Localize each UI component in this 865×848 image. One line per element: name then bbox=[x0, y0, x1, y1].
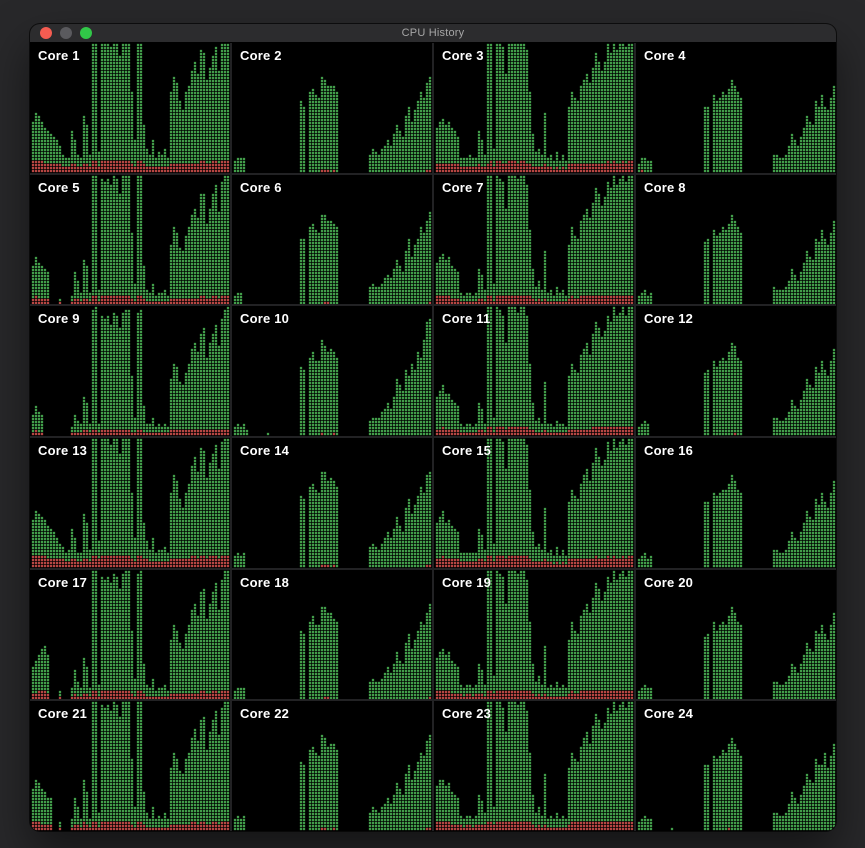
core-usage-chart bbox=[636, 174, 836, 305]
core-usage-chart bbox=[232, 701, 432, 831]
core-panel: Core 5 bbox=[30, 174, 230, 305]
core-usage-chart bbox=[636, 306, 836, 436]
core-usage-chart bbox=[434, 438, 634, 568]
window-title: CPU History bbox=[401, 27, 465, 39]
core-label: Core 21 bbox=[38, 706, 88, 722]
core-label: Core 5 bbox=[38, 179, 80, 195]
core-panel: Core 7 bbox=[434, 174, 634, 305]
core-label: Core 23 bbox=[442, 706, 492, 722]
core-label: Core 22 bbox=[240, 706, 290, 722]
core-panel: Core 13 bbox=[30, 438, 230, 568]
core-usage-chart bbox=[434, 174, 634, 305]
core-panel: Core 14 bbox=[232, 438, 432, 568]
core-panel: Core 18 bbox=[232, 569, 432, 700]
core-label: Core 4 bbox=[644, 48, 686, 63]
core-label: Core 20 bbox=[644, 574, 694, 590]
traffic-lights bbox=[40, 24, 92, 42]
core-panel: Core 4 bbox=[636, 43, 836, 173]
core-usage-chart bbox=[30, 174, 230, 305]
core-panel: Core 9 bbox=[30, 306, 230, 436]
core-label: Core 17 bbox=[38, 574, 88, 590]
core-usage-chart bbox=[30, 306, 230, 436]
core-usage-chart bbox=[636, 701, 836, 831]
core-usage-chart bbox=[636, 43, 836, 173]
core-usage-chart bbox=[434, 569, 634, 700]
core-panel: Core 11 bbox=[434, 306, 634, 436]
core-label: Core 10 bbox=[240, 311, 290, 327]
core-panel: Core 24 bbox=[636, 701, 836, 831]
core-usage-chart bbox=[232, 174, 432, 305]
core-panel: Core 23 bbox=[434, 701, 634, 831]
core-usage-chart bbox=[232, 569, 432, 700]
core-usage-chart bbox=[30, 438, 230, 568]
core-panel: Core 15 bbox=[434, 438, 634, 568]
core-usage-chart bbox=[232, 306, 432, 436]
core-usage-chart bbox=[434, 43, 634, 173]
core-panel: Core 12 bbox=[636, 306, 836, 436]
core-usage-chart bbox=[232, 43, 432, 173]
core-panel: Core 16 bbox=[636, 438, 836, 568]
core-label: Core 19 bbox=[442, 574, 492, 590]
core-label: Core 15 bbox=[442, 443, 492, 458]
zoom-button[interactable] bbox=[80, 27, 92, 39]
core-label: Core 8 bbox=[644, 179, 686, 195]
core-label: Core 11 bbox=[442, 311, 491, 327]
core-usage-chart bbox=[434, 306, 634, 436]
core-panel: Core 17 bbox=[30, 569, 230, 700]
core-label: Core 3 bbox=[442, 48, 484, 63]
close-button[interactable] bbox=[40, 27, 52, 39]
core-label: Core 16 bbox=[644, 443, 694, 458]
core-label: Core 14 bbox=[240, 443, 290, 458]
core-label: Core 9 bbox=[38, 311, 80, 327]
core-usage-chart bbox=[232, 438, 432, 568]
core-usage-chart bbox=[30, 43, 230, 173]
core-panel: Core 1 bbox=[30, 43, 230, 173]
core-panel: Core 19 bbox=[434, 569, 634, 700]
core-panel: Core 22 bbox=[232, 701, 432, 831]
core-usage-chart bbox=[30, 701, 230, 831]
core-panel: Core 3 bbox=[434, 43, 634, 173]
core-label: Core 2 bbox=[240, 48, 282, 63]
core-usage-chart bbox=[636, 438, 836, 568]
core-grid: Core 1 Core 2 Core 3 Core 4 Core 5 Core 6 Core… bbox=[30, 43, 836, 831]
core-usage-chart bbox=[434, 701, 634, 831]
minimize-button bbox=[60, 27, 72, 39]
core-label: Core 1 bbox=[38, 48, 80, 63]
core-panel: Core 2 bbox=[232, 43, 432, 173]
titlebar: CPU History bbox=[30, 24, 836, 43]
core-label: Core 6 bbox=[240, 179, 282, 195]
cpu-history-window: CPU History Core 1 Core 2 Core 3 Core 4 Core… bbox=[30, 24, 836, 831]
core-label: Core 24 bbox=[644, 706, 694, 722]
core-panel: Core 10 bbox=[232, 306, 432, 436]
core-panel: Core 20 bbox=[636, 569, 836, 700]
core-panel: Core 6 bbox=[232, 174, 432, 305]
core-usage-chart bbox=[30, 569, 230, 700]
core-panel: Core 8 bbox=[636, 174, 836, 305]
core-usage-chart bbox=[636, 569, 836, 700]
core-label: Core 7 bbox=[442, 179, 484, 195]
core-label: Core 12 bbox=[644, 311, 694, 327]
core-label: Core 18 bbox=[240, 574, 290, 590]
core-label: Core 13 bbox=[38, 443, 88, 458]
core-panel: Core 21 bbox=[30, 701, 230, 831]
